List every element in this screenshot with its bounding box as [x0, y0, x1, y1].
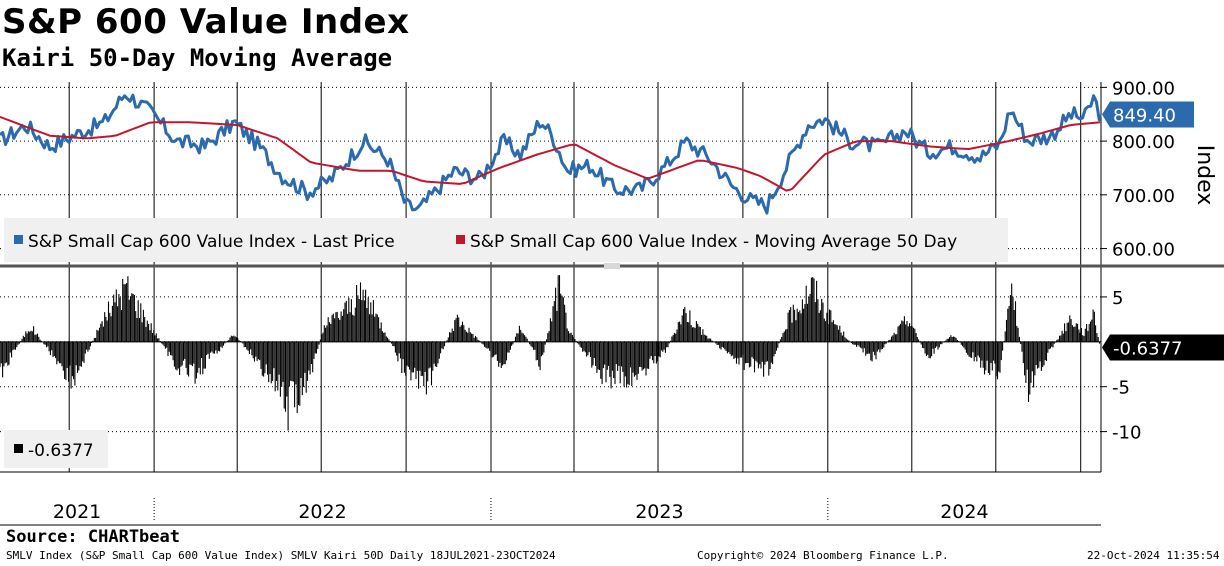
year-tick-label: 2022	[298, 501, 346, 523]
legend-label-kairi: -0.6377	[28, 441, 94, 461]
price-series-line	[0, 93, 1102, 215]
kairi-ytick-label: 5	[1112, 288, 1123, 309]
legend-swatch-last-price	[14, 235, 23, 244]
footer-ticker-info: SMLV Index (S&P Small Cap 600 Value Inde…	[6, 549, 556, 562]
price-ytick-label: 900.00	[1112, 78, 1175, 99]
quarter-gridlines	[68, 82, 1082, 472]
last-price-marker	[1102, 101, 1194, 128]
legend-swatch-kairi	[14, 444, 23, 453]
chart-title: S&P 600 Value Index	[2, 2, 410, 42]
panel-splitter-handle	[604, 263, 620, 269]
kairi-ytick-label: -5	[1112, 378, 1130, 399]
price-ytick-label: 800.00	[1112, 132, 1175, 153]
year-tick-label: 2023	[635, 501, 683, 523]
footer-copyright: Copyright© 2024 Bloomberg Finance L.P.	[697, 549, 949, 562]
moving-average-line	[0, 115, 1101, 192]
legend-label-moving-average: S&P Small Cap 600 Value Index - Moving A…	[470, 232, 957, 252]
price-ytick-label: 700.00	[1112, 186, 1175, 207]
legend-swatch-moving-average	[456, 235, 465, 244]
price-ytick-label: 600.00	[1112, 240, 1175, 261]
kairi-ytick-label: -10	[1112, 423, 1141, 444]
kairi-bars	[0, 275, 1101, 431]
footer-timestamp: 22-Oct-2024 11:35:54	[1087, 549, 1220, 562]
year-tick-label: 2024	[940, 501, 988, 523]
legend-label-last-price: S&P Small Cap 600 Value Index - Last Pri…	[28, 232, 395, 252]
price-legend-box	[4, 218, 1008, 262]
source-label: Source: CHARTbeat	[6, 527, 180, 547]
last-kairi-label: -0.6377	[1113, 339, 1182, 360]
last-kairi-marker	[1102, 334, 1224, 361]
chart-subtitle: Kairi 50-Day Moving Average	[2, 44, 393, 72]
price-axis-label: Index	[1192, 145, 1217, 206]
year-tick-label: 2021	[53, 501, 101, 523]
last-price-label: 849.40	[1113, 106, 1176, 127]
